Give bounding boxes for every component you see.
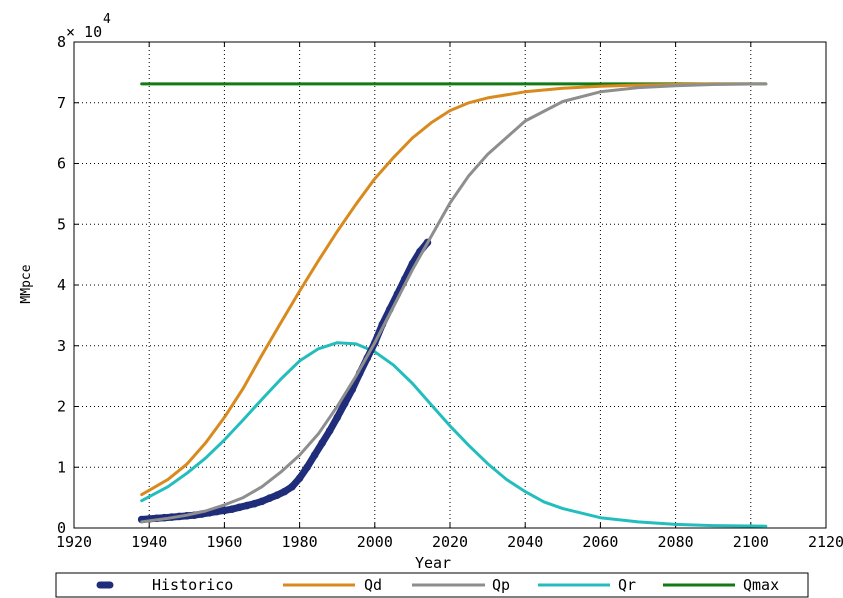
series-layer bbox=[137, 82, 768, 528]
data-point-historico bbox=[273, 491, 281, 499]
y-tick-label: 6 bbox=[57, 155, 66, 173]
data-point-historico bbox=[288, 482, 296, 491]
data-point-historico bbox=[295, 474, 304, 482]
legend-item-historico: Historico bbox=[96, 576, 233, 594]
series-line-qd bbox=[140, 82, 768, 497]
data-point-historico bbox=[213, 507, 221, 516]
x-tick-label: 1920 bbox=[56, 533, 92, 551]
legend-label: Qd bbox=[364, 576, 382, 594]
legend-label: Qp bbox=[492, 576, 510, 594]
data-point-historico bbox=[235, 503, 244, 512]
axis-ticks: 1920 1940 1960 1980 2000 2020 2040 2060 2080 2100… bbox=[56, 33, 843, 551]
series-qp bbox=[140, 82, 768, 524]
x-tick-label: 2000 bbox=[357, 533, 393, 551]
data-point-historico bbox=[243, 501, 251, 510]
x-tick-label: 2040 bbox=[507, 533, 543, 551]
legend-item-qp: Qp bbox=[412, 576, 510, 594]
legend-label: Qmax bbox=[743, 576, 779, 594]
data-point-historico bbox=[220, 506, 229, 515]
legend-label: Historico bbox=[152, 576, 233, 594]
data-point-historico bbox=[250, 499, 259, 508]
data-point-historico bbox=[310, 451, 319, 459]
y-axis-label: MMpce bbox=[19, 264, 34, 303]
y-tick-label: 3 bbox=[57, 337, 66, 355]
data-point-historico bbox=[303, 463, 311, 472]
data-point-historico bbox=[280, 487, 289, 496]
grid bbox=[74, 42, 826, 528]
y-tick-label: 5 bbox=[57, 215, 66, 233]
data-point-historico bbox=[333, 413, 342, 422]
y-tick-label: 2 bbox=[57, 398, 66, 416]
legend-label: Qr bbox=[618, 576, 636, 594]
x-tick-label: 1940 bbox=[131, 533, 167, 551]
data-point-historico bbox=[340, 399, 349, 408]
x-tick-label: 2080 bbox=[658, 533, 694, 551]
series-line-qp bbox=[140, 82, 768, 524]
data-point-historico bbox=[258, 497, 266, 506]
y-tick-label: 7 bbox=[57, 94, 66, 112]
x-tick-label: 1960 bbox=[206, 533, 242, 551]
y-exponent-label: × 10 bbox=[66, 23, 102, 41]
y-tick-label: 0 bbox=[57, 519, 66, 537]
legend: Historico Qd Qp Qr Qmax bbox=[55, 572, 809, 598]
x-tick-label: 2120 bbox=[808, 533, 843, 551]
legend-item-qd: Qd bbox=[283, 576, 382, 594]
x-tick-label: 1980 bbox=[282, 533, 318, 551]
series-qr bbox=[140, 341, 768, 528]
y-tick-label: 1 bbox=[57, 458, 66, 476]
data-point-historico bbox=[228, 505, 236, 513]
data-point-historico bbox=[318, 439, 326, 447]
x-tick-label: 2100 bbox=[733, 533, 769, 551]
legend-item-qmax: Qmax bbox=[663, 576, 779, 594]
y-exponent-power: 4 bbox=[103, 12, 111, 27]
x-tick-label: 2060 bbox=[582, 533, 618, 551]
x-axis-label: Year bbox=[415, 554, 451, 572]
series-qd bbox=[140, 82, 768, 497]
y-tick-label: 8 bbox=[57, 33, 66, 51]
y-tick-label: 4 bbox=[57, 276, 66, 294]
legend-item-qr: Qr bbox=[538, 576, 636, 594]
data-point-historico bbox=[325, 427, 334, 435]
x-tick-label: 2020 bbox=[432, 533, 468, 551]
series-line-qr bbox=[140, 341, 768, 528]
data-point-historico bbox=[265, 494, 274, 503]
